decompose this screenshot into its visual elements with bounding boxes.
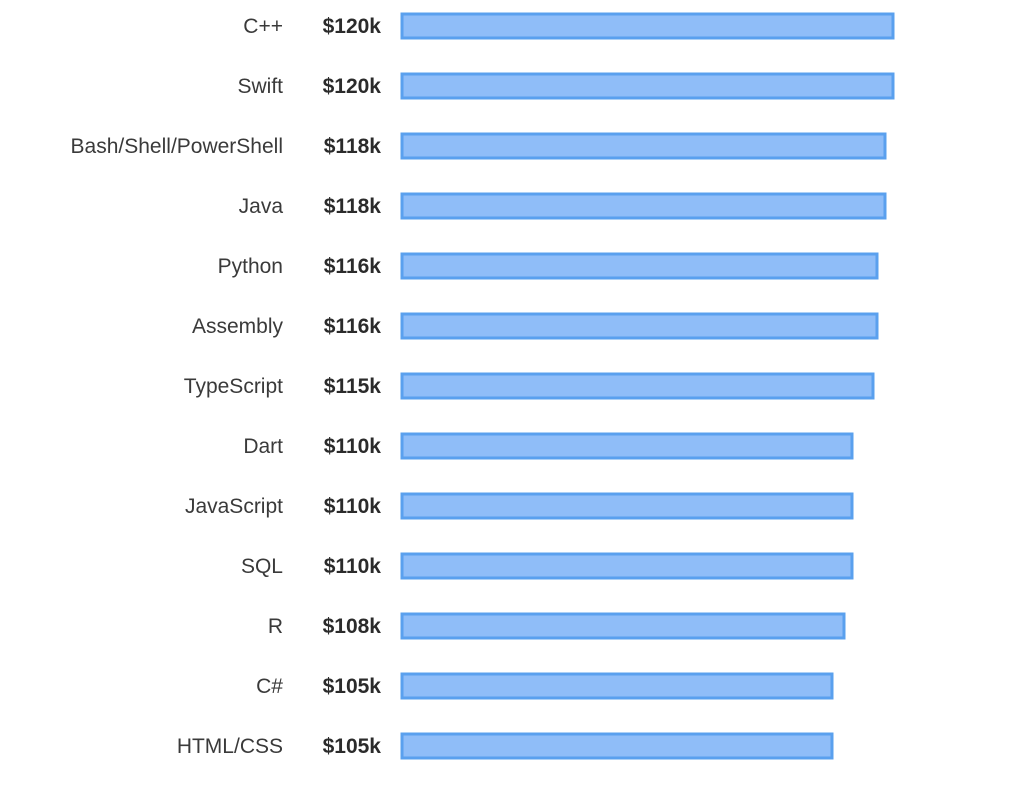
- value-label: $116k: [324, 255, 382, 278]
- bar-rows: C++ $120k Swift $120k Bash/Shell/PowerShell $…: [71, 12, 895, 760]
- category-label: Swift: [237, 75, 283, 98]
- bar: [400, 432, 854, 460]
- category-label: HTML/CSS: [177, 735, 283, 758]
- bar-row-swift: Swift $120k: [237, 72, 895, 100]
- value-label: $105k: [323, 675, 382, 698]
- bar: [400, 252, 879, 280]
- value-label: $110k: [324, 555, 382, 578]
- bar-row-typescript: TypeScript $115k: [184, 372, 875, 400]
- category-label: Python: [218, 255, 283, 278]
- value-label: $118k: [324, 195, 382, 218]
- bar: [400, 72, 895, 100]
- category-label: Assembly: [192, 315, 284, 338]
- value-label: $110k: [324, 435, 382, 458]
- value-label: $120k: [323, 75, 382, 98]
- bar: [400, 132, 887, 160]
- value-label: $105k: [323, 735, 382, 758]
- bar: [400, 312, 879, 340]
- category-label: TypeScript: [184, 375, 283, 398]
- bar-row-c: C# $105k: [256, 672, 834, 700]
- bar-row-javascript: JavaScript $110k: [185, 492, 854, 520]
- bar-row-r: R $108k: [268, 612, 846, 640]
- category-label: JavaScript: [185, 495, 283, 518]
- bar-row-html-css: HTML/CSS $105k: [177, 732, 834, 760]
- value-label: $118k: [324, 135, 382, 158]
- value-label: $108k: [323, 615, 382, 638]
- bar-row-python: Python $116k: [218, 252, 879, 280]
- category-label: R: [268, 615, 283, 638]
- bar: [400, 612, 846, 640]
- value-label: $115k: [324, 375, 382, 398]
- category-label: C++: [243, 15, 283, 38]
- category-label: Bash/Shell/PowerShell: [71, 135, 283, 158]
- category-label: C#: [256, 675, 283, 698]
- bar: [400, 732, 834, 760]
- value-label: $116k: [324, 315, 382, 338]
- value-label: $110k: [324, 495, 382, 518]
- bar: [400, 672, 834, 700]
- category-label: Java: [239, 195, 284, 218]
- bar-row-sql: SQL $110k: [241, 552, 854, 580]
- bar: [400, 12, 895, 40]
- bar-row-bash-shell-powershell: Bash/Shell/PowerShell $118k: [71, 132, 887, 160]
- bar-row-assembly: Assembly $116k: [192, 312, 879, 340]
- bar-row-dart: Dart $110k: [243, 432, 854, 460]
- bar-row-java: Java $118k: [239, 192, 887, 220]
- bar: [400, 492, 854, 520]
- bar: [400, 192, 887, 220]
- bar-row-c: C++ $120k: [243, 12, 895, 40]
- bar: [400, 372, 875, 400]
- category-label: Dart: [243, 435, 283, 458]
- value-label: $120k: [323, 15, 382, 38]
- bar: [400, 552, 854, 580]
- category-label: SQL: [241, 555, 283, 578]
